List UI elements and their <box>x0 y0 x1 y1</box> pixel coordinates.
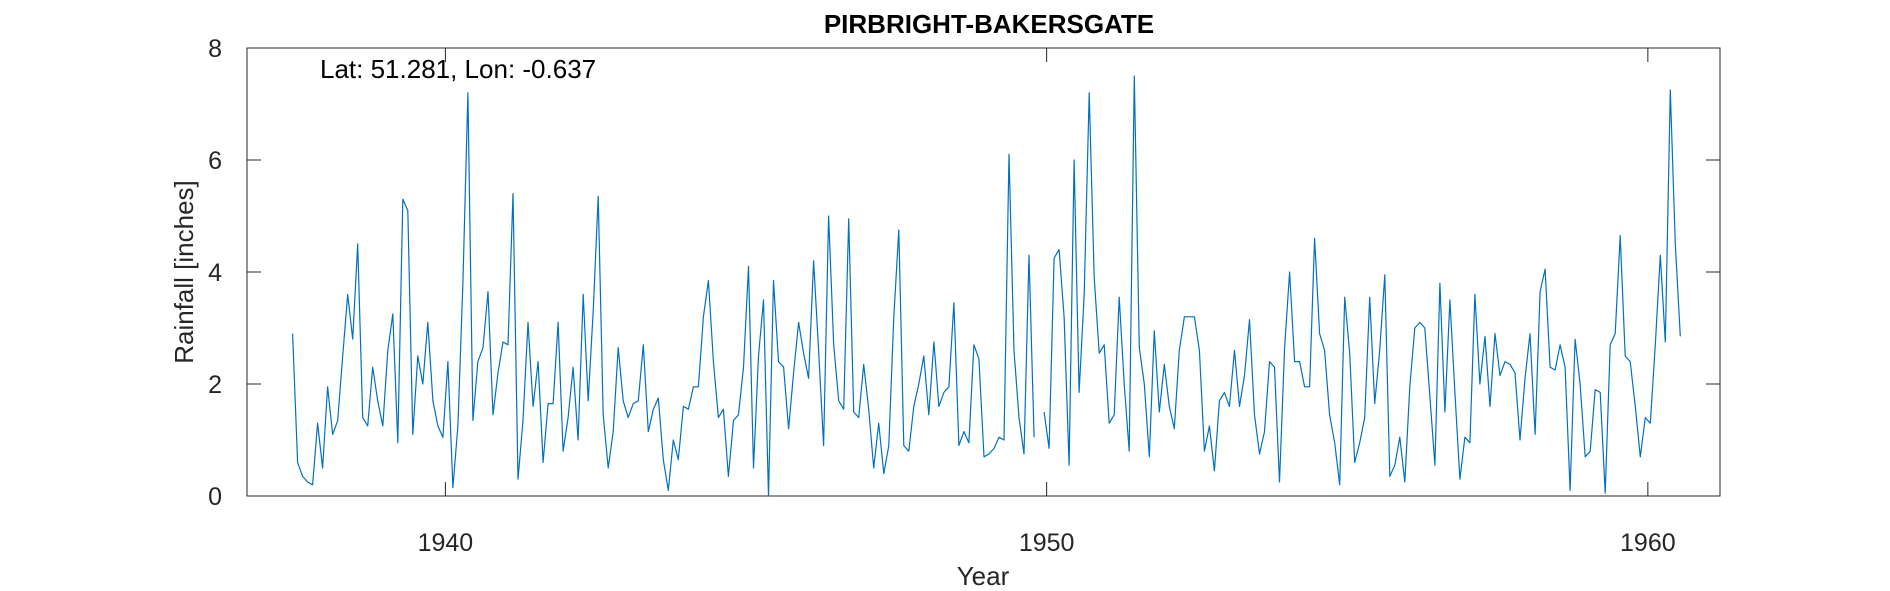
x-axis-label: Year <box>957 561 1010 591</box>
axis-ticks <box>247 47 1720 497</box>
y-tick-label: 4 <box>208 259 222 287</box>
y-axis-label: Rainfall [inches] <box>169 180 199 364</box>
location-annotation: Lat: 51.281, Lon: -0.637 <box>320 54 596 84</box>
chart-title: PIRBRIGHT-BAKERSGATE <box>824 9 1154 39</box>
y-tick-label: 0 <box>208 483 222 511</box>
x-tick-labels: 1940 1950 1960 <box>418 529 1676 557</box>
y-tick-labels: 0 2 4 6 8 <box>208 35 222 511</box>
x-tick-label: 1960 <box>1620 529 1676 557</box>
x-tick-label: 1940 <box>418 529 474 557</box>
y-tick-label: 8 <box>208 35 222 63</box>
y-tick-label: 2 <box>208 371 222 399</box>
x-tick-label: 1950 <box>1019 529 1075 557</box>
y-tick-label: 6 <box>208 147 222 175</box>
rainfall-series-line <box>292 75 1681 497</box>
